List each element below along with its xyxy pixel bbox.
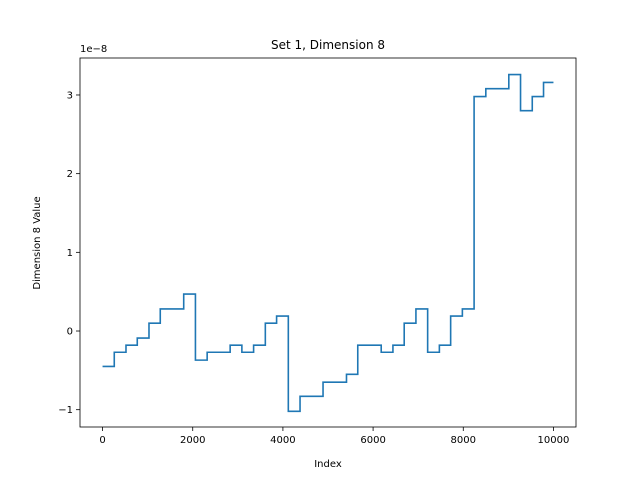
y-tick-label: −1 [58, 405, 73, 416]
x-tick-label: 4000 [270, 435, 295, 446]
x-tick-label: 8000 [451, 435, 476, 446]
series-line [102, 73, 554, 413]
x-tick-label: 6000 [360, 435, 385, 446]
x-axis-label: Index [314, 459, 342, 470]
y-axis: −1 0 1 2 3 [58, 90, 80, 416]
chart-title: Set 1, Dimension 8 [271, 38, 385, 52]
x-tick-label: 2000 [180, 435, 205, 446]
y-tick-label: 3 [67, 90, 73, 101]
y-tick-label: 0 [67, 327, 73, 338]
plot-area [102, 73, 554, 413]
x-axis: 0 2000 4000 6000 8000 10000 [99, 427, 569, 446]
x-tick-label: 10000 [538, 435, 570, 446]
axes-frame [79, 57, 577, 428]
y-tick-label: 1 [67, 248, 73, 259]
y-tick-label: 2 [67, 169, 73, 180]
y-axis-label: Dimension 8 Value [32, 196, 43, 289]
x-tick-label: 0 [99, 435, 105, 446]
y-offset-text: 1e−8 [80, 44, 107, 55]
